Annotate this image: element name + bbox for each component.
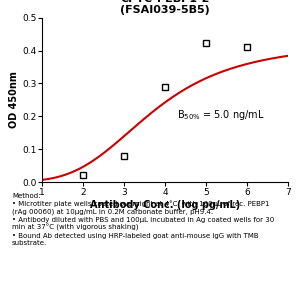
Y-axis label: OD 450nm: OD 450nm	[9, 71, 19, 128]
X-axis label: Antibody Conc. (log pg/mL): Antibody Conc. (log pg/mL)	[90, 200, 240, 210]
Text: B$_{50\%}$ = 5.0 ng/mL: B$_{50\%}$ = 5.0 ng/mL	[177, 108, 265, 122]
Title: CPTC-PEBP1-2
(FSAI039-5B5): CPTC-PEBP1-2 (FSAI039-5B5)	[120, 0, 210, 16]
Text: Method:
• Microtiter plate wells coated overnight at 4°C  with 100μL of rec. PEB: Method: • Microtiter plate wells coated …	[12, 193, 274, 246]
